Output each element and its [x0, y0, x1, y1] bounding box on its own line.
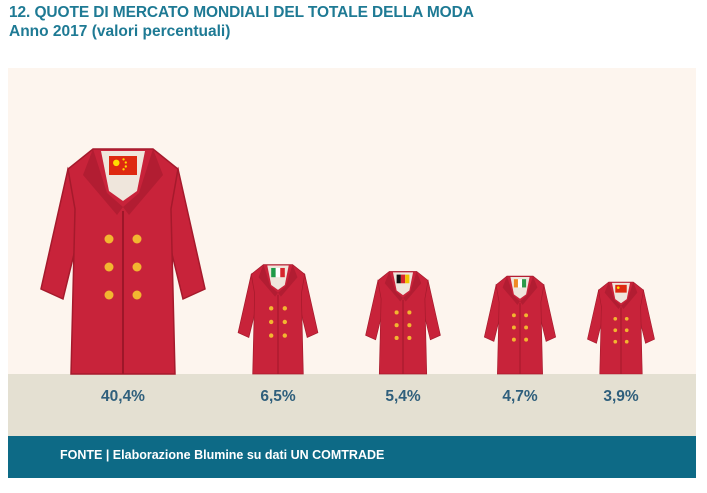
source-text: FONTE | Elaborazione Blumine su dati UN … — [60, 448, 385, 462]
source-bar: FONTE | Elaborazione Blumine su dati UN … — [8, 436, 696, 478]
coat-4 — [483, 275, 557, 375]
coat-5 — [587, 281, 655, 375]
germany-flag — [396, 274, 410, 284]
value-label-4: 4,7% — [502, 388, 538, 405]
coat-3 — [365, 271, 441, 375]
value-label-1: 40,4% — [101, 388, 145, 405]
vietnam-flag — [615, 284, 627, 293]
value-label-3: 5,4% — [385, 388, 421, 405]
chart-subtitle: Anno 2017 (valori percentuali) — [9, 23, 231, 40]
coat-2 — [237, 264, 319, 375]
india-flag — [513, 279, 527, 288]
italy-flag — [271, 267, 285, 278]
chart-title: 12. QUOTE DI MERCATO MONDIALI DEL TOTALE… — [9, 4, 474, 21]
ground-strip — [8, 374, 696, 436]
value-label-5: 3,9% — [603, 388, 639, 405]
coat-1 — [40, 148, 206, 375]
china-flag — [109, 156, 137, 175]
value-label-2: 6,5% — [260, 388, 296, 405]
